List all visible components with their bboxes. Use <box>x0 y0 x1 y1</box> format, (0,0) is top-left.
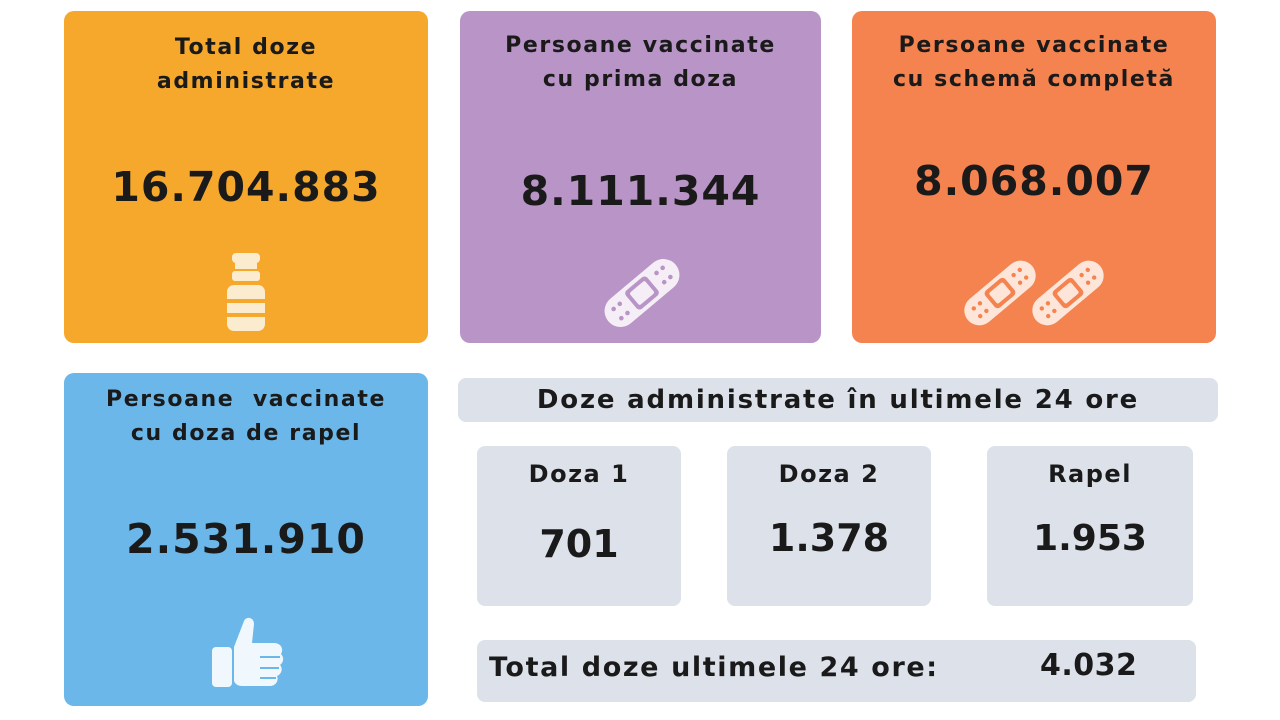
double-bandage-icon <box>964 260 1104 326</box>
first-dose-title: Persoane vaccinate cu prima doza <box>460 29 821 97</box>
complete-schedule-title-line2: cu schemă completă <box>893 67 1175 92</box>
last-24h-header: Doze administrate în ultimele 24 ore <box>458 378 1218 422</box>
first-dose-title-line2: cu prima doza <box>542 67 739 92</box>
booster-dose-value: 2.531.910 <box>126 515 366 563</box>
last-24h-dose1-label: Doza 1 <box>528 460 630 488</box>
last-24h-dose2-label: Doza 2 <box>778 460 880 488</box>
complete-schedule-card: Persoane vaccinate cu schemă completă 8.… <box>852 11 1216 343</box>
last-24h-booster-box: Rapel 1.953 <box>987 446 1193 606</box>
complete-schedule-value: 8.068.007 <box>914 157 1154 205</box>
complete-schedule-title-line1: Persoane vaccinate <box>898 33 1170 58</box>
last-24h-dose2-box: Doza 2 1.378 <box>727 446 931 606</box>
first-dose-value: 8.111.344 <box>520 167 761 215</box>
total-doses-card: Total doze administrate 16.704.883 <box>64 11 428 343</box>
total-doses-title-line1: Total doze <box>174 35 318 60</box>
total-doses-title: Total doze administrate <box>64 31 428 99</box>
bandage-icon <box>604 259 680 327</box>
booster-dose-card: Persoane vaccinate cu doza de rapel 2.53… <box>64 373 428 706</box>
last-24h-dose2-value: 1.378 <box>768 516 890 560</box>
last-24h-total-value: 4.032 <box>1040 648 1138 683</box>
last-24h-dose1-box: Doza 1 701 <box>477 446 681 606</box>
last-24h-booster-value: 1.953 <box>1033 518 1147 559</box>
booster-dose-title-line1: Persoane vaccinate <box>105 387 386 412</box>
last-24h-total-label: Total doze ultimele 24 ore: <box>489 652 939 683</box>
first-dose-title-line1: Persoane vaccinate <box>505 33 776 58</box>
booster-dose-title: Persoane vaccinate cu doza de rapel <box>64 383 428 451</box>
vaccine-vial-icon <box>227 253 265 331</box>
total-doses-value: 16.704.883 <box>111 163 381 211</box>
last-24h-booster-label: Rapel <box>1048 460 1132 488</box>
total-doses-title-line2: administrate <box>156 69 336 94</box>
booster-dose-title-line2: cu doza de rapel <box>130 421 362 446</box>
last-24h-total-bar: Total doze ultimele 24 ore: 4.032 <box>477 640 1196 702</box>
thumbs-up-icon <box>212 617 284 687</box>
last-24h-dose1-value: 701 <box>539 522 619 566</box>
first-dose-card: Persoane vaccinate cu prima doza 8.111.3… <box>460 11 821 343</box>
complete-schedule-title: Persoane vaccinate cu schemă completă <box>852 29 1216 97</box>
